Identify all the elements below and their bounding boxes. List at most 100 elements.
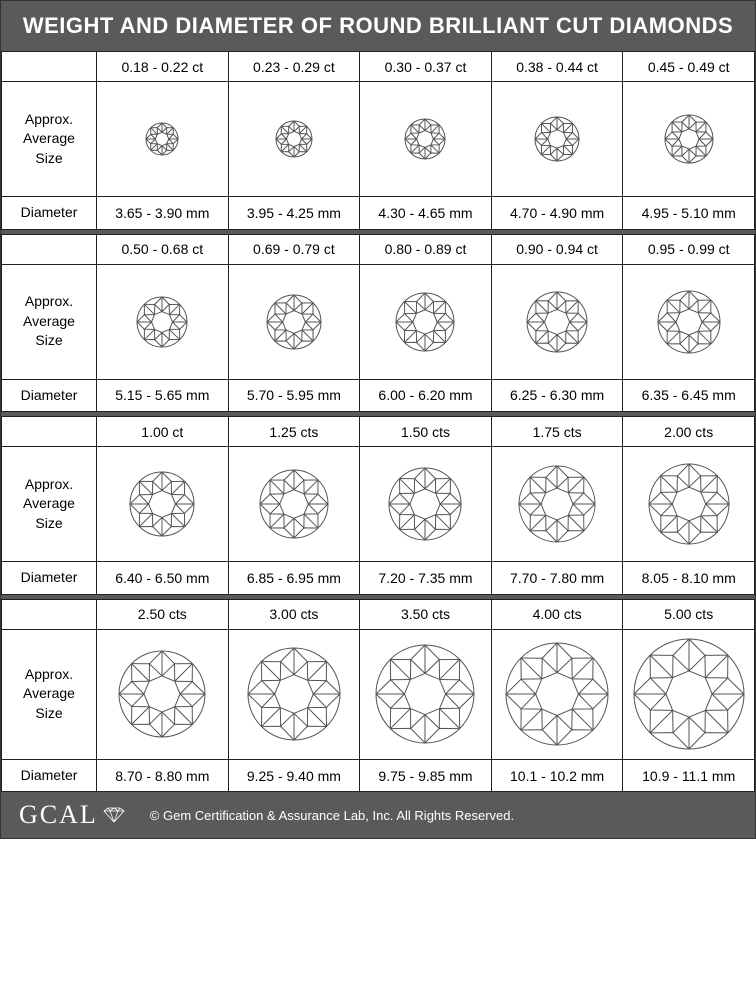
copyright-text: © Gem Certification & Assurance Lab, Inc… [150, 808, 514, 823]
weight-cell: 0.50 - 0.68 ct [97, 234, 229, 264]
diamond-cell [97, 82, 229, 197]
weight-row: 1.00 ct1.25 cts1.50 cts1.75 cts2.00 cts [2, 417, 755, 447]
image-row: Approx.AverageSize [2, 82, 755, 197]
page-title: WEIGHT AND DIAMETER OF ROUND BRILLIANT C… [1, 1, 755, 51]
weight-row: 0.50 - 0.68 ct0.69 - 0.79 ct0.80 - 0.89 … [2, 234, 755, 264]
weight-cell: 1.75 cts [491, 417, 623, 447]
weight-row: 2.50 cts3.00 cts3.50 cts4.00 cts5.00 cts [2, 599, 755, 629]
diameter-cell: 6.25 - 6.30 mm [491, 379, 623, 412]
diamond-cell [97, 629, 229, 759]
weight-cell: 0.45 - 0.49 ct [623, 52, 755, 82]
empty-cell [2, 599, 97, 629]
size-label: Approx.AverageSize [2, 264, 97, 379]
diameter-cell: 5.70 - 5.95 mm [228, 379, 360, 412]
weight-cell: 5.00 cts [623, 599, 755, 629]
diamond-icon [97, 82, 228, 196]
weight-cell: 0.80 - 0.89 ct [360, 234, 492, 264]
diameter-cell: 7.20 - 7.35 mm [360, 562, 492, 595]
diamond-icon [360, 630, 491, 759]
size-label: Approx.AverageSize [2, 629, 97, 759]
diamond-cell [228, 447, 360, 562]
diamond-icon [492, 82, 623, 196]
weight-row: 0.18 - 0.22 ct0.23 - 0.29 ct0.30 - 0.37 … [2, 52, 755, 82]
weight-cell: 0.38 - 0.44 ct [491, 52, 623, 82]
diamond-icon [360, 265, 491, 379]
size-table: 2.50 cts3.00 cts3.50 cts4.00 cts5.00 cts… [1, 599, 755, 793]
diamond-icon [492, 265, 623, 379]
chart-container: WEIGHT AND DIAMETER OF ROUND BRILLIANT C… [0, 0, 756, 839]
diameter-row: Diameter3.65 - 3.90 mm3.95 - 4.25 mm4.30… [2, 197, 755, 230]
diamond-cell [97, 264, 229, 379]
diameter-cell: 8.05 - 8.10 mm [623, 562, 755, 595]
diamond-icon [360, 447, 491, 561]
diamond-icon [623, 265, 754, 379]
size-section: 2.50 cts3.00 cts3.50 cts4.00 cts5.00 cts… [1, 595, 755, 793]
diamond-icon [492, 630, 623, 759]
diameter-cell: 10.1 - 10.2 mm [491, 759, 623, 792]
diameter-cell: 3.95 - 4.25 mm [228, 197, 360, 230]
diamond-icon [623, 630, 754, 759]
image-row: Approx.AverageSize [2, 264, 755, 379]
diamond-cell [360, 264, 492, 379]
diamond-cell [623, 447, 755, 562]
diamond-cell [228, 629, 360, 759]
size-section: 0.18 - 0.22 ct0.23 - 0.29 ct0.30 - 0.37 … [1, 51, 755, 230]
weight-cell: 1.00 ct [97, 417, 229, 447]
diameter-cell: 6.35 - 6.45 mm [623, 379, 755, 412]
diamond-icon [97, 265, 228, 379]
diamond-cell [97, 447, 229, 562]
diameter-cell: 6.00 - 6.20 mm [360, 379, 492, 412]
diamond-icon [229, 630, 360, 759]
weight-cell: 0.23 - 0.29 ct [228, 52, 360, 82]
diamond-cell [491, 629, 623, 759]
diameter-cell: 7.70 - 7.80 mm [491, 562, 623, 595]
diamond-cell [491, 264, 623, 379]
diameter-row: Diameter5.15 - 5.65 mm5.70 - 5.95 mm6.00… [2, 379, 755, 412]
brand-logo: GCAL [19, 800, 126, 830]
weight-cell: 0.90 - 0.94 ct [491, 234, 623, 264]
diamond-cell [623, 264, 755, 379]
diamond-cell [360, 447, 492, 562]
image-row: Approx.AverageSize [2, 629, 755, 759]
diamond-cell [623, 629, 755, 759]
diamond-cell [228, 82, 360, 197]
diamond-cell [491, 447, 623, 562]
diameter-row: Diameter8.70 - 8.80 mm9.25 - 9.40 mm9.75… [2, 759, 755, 792]
weight-cell: 0.95 - 0.99 ct [623, 234, 755, 264]
size-table: 0.50 - 0.68 ct0.69 - 0.79 ct0.80 - 0.89 … [1, 234, 755, 413]
diamond-cell [360, 82, 492, 197]
weight-cell: 0.30 - 0.37 ct [360, 52, 492, 82]
footer: GCAL © Gem Certification & Assurance Lab… [1, 792, 755, 838]
diamond-cell [623, 82, 755, 197]
diameter-cell: 10.9 - 11.1 mm [623, 759, 755, 792]
diamond-cell [360, 629, 492, 759]
weight-cell: 0.18 - 0.22 ct [97, 52, 229, 82]
diameter-cell: 6.40 - 6.50 mm [97, 562, 229, 595]
diameter-cell: 4.70 - 4.90 mm [491, 197, 623, 230]
diameter-cell: 5.15 - 5.65 mm [97, 379, 229, 412]
weight-cell: 0.69 - 0.79 ct [228, 234, 360, 264]
image-row: Approx.AverageSize [2, 447, 755, 562]
diamond-icon [97, 630, 228, 759]
size-label: Approx.AverageSize [2, 82, 97, 197]
diameter-cell: 4.95 - 5.10 mm [623, 197, 755, 230]
diameter-label: Diameter [2, 379, 97, 412]
weight-cell: 2.50 cts [97, 599, 229, 629]
diameter-label: Diameter [2, 562, 97, 595]
empty-cell [2, 234, 97, 264]
diameter-cell: 6.85 - 6.95 mm [228, 562, 360, 595]
weight-cell: 4.00 cts [491, 599, 623, 629]
diamond-icon [229, 82, 360, 196]
sections-root: 0.18 - 0.22 ct0.23 - 0.29 ct0.30 - 0.37 … [1, 51, 755, 792]
weight-cell: 3.50 cts [360, 599, 492, 629]
weight-cell: 1.25 cts [228, 417, 360, 447]
weight-cell: 1.50 cts [360, 417, 492, 447]
diameter-label: Diameter [2, 759, 97, 792]
diameter-cell: 3.65 - 3.90 mm [97, 197, 229, 230]
diameter-row: Diameter6.40 - 6.50 mm6.85 - 6.95 mm7.20… [2, 562, 755, 595]
brand-text: GCAL [19, 800, 98, 830]
size-table: 0.18 - 0.22 ct0.23 - 0.29 ct0.30 - 0.37 … [1, 51, 755, 230]
diameter-cell: 9.25 - 9.40 mm [228, 759, 360, 792]
diamond-cell [491, 82, 623, 197]
size-section: 0.50 - 0.68 ct0.69 - 0.79 ct0.80 - 0.89 … [1, 230, 755, 413]
